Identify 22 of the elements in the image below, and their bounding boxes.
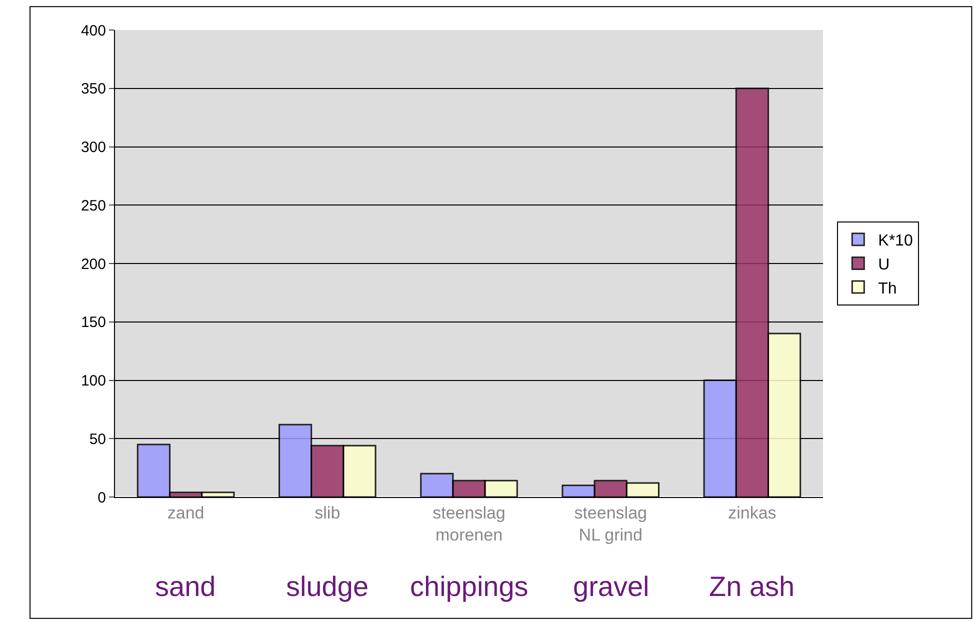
- y-tick-label: 150: [80, 314, 106, 332]
- x-tick-label: steenslag morenen: [432, 503, 506, 544]
- y-tick-label: 350: [80, 80, 106, 98]
- y-tick-label: 100: [80, 372, 106, 390]
- text: chippings: [410, 571, 528, 602]
- text: sludge: [286, 571, 369, 602]
- text: sand: [155, 571, 216, 602]
- y-tick-label: 0: [98, 489, 106, 506]
- text: gravel: [573, 571, 650, 602]
- x-tick-label: zinkas: [728, 503, 776, 522]
- y-tick-label: 200: [80, 256, 106, 273]
- y-tick-label: 250: [80, 197, 106, 214]
- y-tick-label: 300: [80, 139, 106, 156]
- y-tick-label: 400: [80, 22, 106, 40]
- x-tick-label: steenslag NL grind: [574, 503, 647, 544]
- legend-label: Th: [878, 280, 897, 298]
- legend-label: K*10: [878, 232, 913, 250]
- x-tick-label: slib: [314, 503, 340, 522]
- text: Zn ash: [709, 571, 795, 602]
- legend-label: U: [878, 256, 890, 274]
- x-tick-label: zand: [167, 503, 204, 522]
- y-tick-label: 50: [89, 430, 106, 448]
